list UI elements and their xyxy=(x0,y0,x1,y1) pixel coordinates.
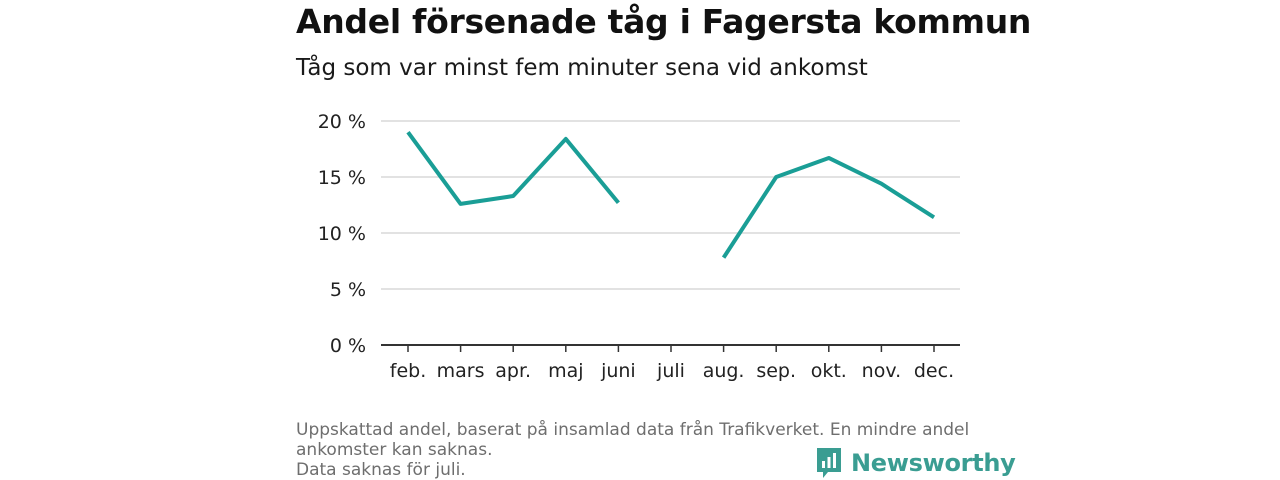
x-tick-label: okt. xyxy=(811,360,847,382)
bar-chart-speech-icon xyxy=(817,448,841,478)
x-tick-label: juni xyxy=(600,360,636,382)
newsworthy-logo: Newsworthy xyxy=(815,446,1016,480)
chart-subtitle: Tåg som var minst fem minuter sena vid a… xyxy=(296,55,868,81)
series-line xyxy=(721,155,936,259)
x-tick-label: feb. xyxy=(390,360,426,382)
x-tick-label: dec. xyxy=(914,360,954,382)
y-tick-label: 10 % xyxy=(318,223,366,245)
x-tick-label: nov. xyxy=(862,360,901,382)
x-tick-label: apr. xyxy=(495,360,531,382)
y-tick-label: 5 % xyxy=(330,279,366,301)
x-tick-label: maj xyxy=(548,360,583,382)
x-tick-label: juli xyxy=(656,360,685,382)
chart-title: Andel försenade tåg i Fagersta kommun xyxy=(296,2,1032,41)
x-tick-label: aug. xyxy=(703,360,745,382)
x-tick-label: sep. xyxy=(756,360,796,382)
y-tick-label: 20 % xyxy=(318,111,366,133)
series-line xyxy=(406,131,620,206)
logo-text: Newsworthy xyxy=(851,449,1016,477)
source-note: Uppskattad andel, baserat på insamlad da… xyxy=(296,420,970,460)
x-tick-label: mars xyxy=(437,360,485,382)
y-tick-label: 15 % xyxy=(318,167,366,189)
chart-notes: Uppskattad andel, baserat på insamlad da… xyxy=(296,420,986,480)
missing-data-note: Data saknas för juli. xyxy=(296,460,466,480)
y-tick-label: 0 % xyxy=(330,335,366,357)
